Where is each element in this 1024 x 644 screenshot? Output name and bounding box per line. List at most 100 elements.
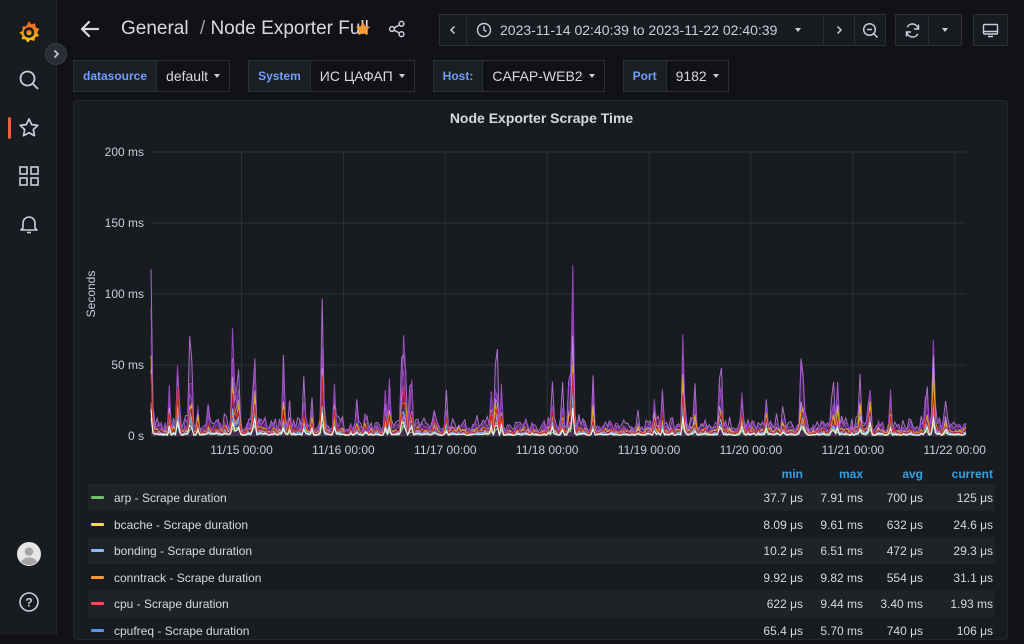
- x-tick-label: 11/15 00:00: [210, 443, 273, 457]
- time-range-picker[interactable]: 2023-11-14 02:40:39 to 2023-11-22 02:40:…: [466, 14, 824, 46]
- series-max: 6.51 ms: [820, 544, 863, 559]
- time-range-back-button[interactable]: [439, 14, 467, 46]
- x-tick-label: 11/20 00:00: [720, 443, 783, 457]
- mark-favorite-icon[interactable]: [354, 20, 372, 43]
- variable-value: CAFAP-WEB2: [492, 68, 583, 84]
- series-avg: 3.40 ms: [880, 597, 923, 612]
- legend-col-avg[interactable]: avg: [902, 467, 923, 481]
- series-line: [150, 299, 967, 436]
- panel-title[interactable]: Node Exporter Scrape Time: [449, 110, 634, 126]
- monitor-icon: [982, 23, 999, 37]
- legend-header: min max avg current: [88, 464, 995, 484]
- y-tick-label: 200 ms: [105, 145, 144, 159]
- x-tick-label: 11/18 00:00: [516, 443, 579, 457]
- variable-label-port: Port: [622, 60, 667, 92]
- legend-col-min[interactable]: min: [781, 467, 803, 481]
- series-current: 125 μs: [956, 491, 993, 505]
- series-line: [150, 265, 967, 435]
- series-name[interactable]: arp - Scrape duration: [114, 491, 227, 505]
- refresh-icon: [905, 22, 919, 38]
- refresh-button[interactable]: [895, 14, 929, 46]
- back-arrow-icon[interactable]: [79, 18, 101, 45]
- y-tick-label: 150 ms: [105, 216, 144, 230]
- expand-nav-button[interactable]: [45, 43, 67, 65]
- variable-value: ИС ЦАФАП: [319, 68, 393, 84]
- variable-select-system[interactable]: ИС ЦАФАП: [309, 60, 415, 92]
- series-name[interactable]: cpu - Scrape duration: [114, 597, 229, 612]
- series-min: 65.4 μs: [763, 623, 803, 638]
- legend-row[interactable]: arp - Scrape duration 37.7 μs 7.91 ms 700 μ…: [88, 484, 995, 511]
- series-max: 9.82 ms: [820, 570, 863, 585]
- scrape-time-chart[interactable]: 0 s 50 ms 100 ms 150 ms 200 ms 11/15 00:00 11/…: [74, 101, 1009, 461]
- variable-value: default: [166, 68, 209, 84]
- legend-row[interactable]: bonding - Scrape duration 10.2 μs 6.51 ms 4…: [88, 537, 995, 564]
- variable-label-host: Host:: [432, 60, 484, 92]
- x-tick-label: 11/22 00:00: [923, 443, 986, 457]
- refresh-group: [895, 14, 962, 46]
- series-line: [150, 372, 967, 436]
- search-icon[interactable]: [0, 60, 57, 100]
- chevron-down-icon: [588, 74, 595, 78]
- share-icon[interactable]: [388, 20, 406, 43]
- apps-icon[interactable]: [0, 156, 57, 196]
- y-tick-label: 50 ms: [111, 358, 144, 372]
- chevron-down-icon: [942, 28, 948, 32]
- tv-mode-group: [973, 14, 1008, 46]
- legend-col-current[interactable]: current: [951, 467, 993, 481]
- variable-select-port[interactable]: 9182: [665, 60, 729, 92]
- series-max: 5.70 ms: [820, 623, 863, 638]
- legend-col-max[interactable]: max: [838, 467, 863, 481]
- time-picker-group: 2023-11-14 02:40:39 to 2023-11-22 02:40:…: [439, 14, 886, 46]
- clock-icon: [476, 22, 492, 38]
- legend-row[interactable]: cpufreq - Scrape duration 65.4 μs 5.70 ms 7…: [88, 617, 995, 644]
- series-area: [151, 299, 966, 436]
- y-tick-label: 0 s: [128, 429, 144, 443]
- help-icon[interactable]: ?: [0, 582, 57, 622]
- dashboard-title[interactable]: Node Exporter Full: [210, 18, 369, 39]
- y-tick-label: 100 ms: [105, 287, 144, 301]
- x-tick-label: 11/21 00:00: [822, 443, 885, 457]
- series-name[interactable]: cpufreq - Scrape duration: [114, 623, 250, 638]
- refresh-interval-dropdown[interactable]: [928, 14, 962, 46]
- series-current: 106 μs: [956, 623, 993, 638]
- active-indicator: [8, 117, 11, 139]
- x-tick-label: 11/17 00:00: [414, 443, 477, 457]
- zoom-out-button[interactable]: [854, 14, 886, 46]
- series-min: 8.09 μs: [763, 517, 803, 532]
- tv-mode-button[interactable]: [973, 14, 1008, 46]
- legend-row[interactable]: conntrack - Scrape duration 9.92 μs 9.82 m…: [88, 564, 995, 591]
- series-name[interactable]: conntrack - Scrape duration: [114, 570, 262, 585]
- series-avg: 700 μs: [886, 491, 923, 505]
- series-color-swatch: [91, 549, 104, 553]
- series-avg: 632 μs: [886, 517, 923, 532]
- variable-value: 9182: [675, 68, 707, 84]
- user-avatar-icon[interactable]: [0, 534, 57, 574]
- chart-legend: min max avg current arp - Scrape duratio…: [88, 464, 995, 644]
- breadcrumb-folder[interactable]: General: [121, 18, 189, 39]
- star-icon[interactable]: [0, 108, 57, 148]
- grafana-logo-icon[interactable]: [0, 12, 57, 52]
- series-line: [150, 335, 967, 437]
- variable-label-system: System: [248, 60, 311, 92]
- template-variables-bar: datasource default System ИС ЦАФАП Host:…: [73, 60, 747, 92]
- series-name[interactable]: bcache - Scrape duration: [114, 517, 249, 532]
- series-color-swatch: [91, 628, 104, 632]
- graph-panel: Node Exporter Scrape Time 0 s 50 ms 100 ms…: [73, 100, 1008, 640]
- series-name[interactable]: bonding - Scrape duration: [114, 544, 253, 559]
- series-avg: 472 μs: [886, 544, 923, 559]
- series-min: 622 μs: [766, 597, 803, 612]
- legend-row[interactable]: cpu - Scrape duration 622 μs 9.44 ms 3.40 m…: [88, 590, 995, 617]
- series-max: 7.91 ms: [820, 491, 863, 505]
- series-line: [150, 407, 967, 437]
- time-range-label: 2023-11-14 02:40:39 to 2023-11-22 02:40:…: [500, 22, 778, 38]
- variable-select-host[interactable]: CAFAP-WEB2: [482, 60, 605, 92]
- variable-select-datasource[interactable]: default: [156, 60, 231, 92]
- variable-label-datasource: datasource: [73, 60, 158, 92]
- x-tick-label: 11/16 00:00: [312, 443, 375, 457]
- chevron-down-icon: [398, 74, 405, 78]
- legend-row[interactable]: bcache - Scrape duration 8.09 μs 9.61 ms 63…: [88, 511, 995, 538]
- bell-icon[interactable]: [0, 204, 57, 244]
- time-range-forward-button[interactable]: [823, 14, 855, 46]
- series-color-swatch: [91, 602, 104, 606]
- series-min: 9.92 μs: [763, 570, 803, 585]
